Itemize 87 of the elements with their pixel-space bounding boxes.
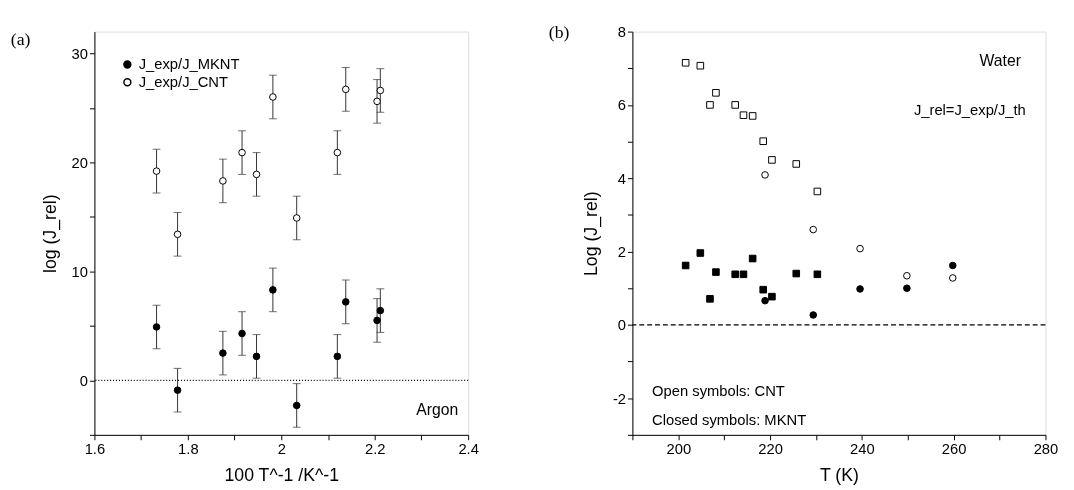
point — [252, 352, 261, 361]
point — [152, 323, 161, 331]
point — [373, 97, 381, 106]
point — [341, 298, 350, 306]
point — [696, 249, 705, 257]
point — [856, 244, 864, 253]
point — [696, 61, 705, 70]
point — [341, 85, 350, 94]
point — [856, 285, 864, 293]
point — [706, 295, 714, 303]
point — [269, 93, 277, 101]
point — [292, 214, 301, 222]
point — [768, 292, 776, 301]
point — [813, 270, 822, 279]
y-tick-label: 0 — [79, 372, 89, 389]
x-axis-title: 100 T^-1 /K^-1 — [224, 464, 340, 485]
y-tick-label: 20 — [71, 154, 89, 171]
point — [809, 311, 818, 319]
x-tick-label: 2.4 — [458, 441, 479, 458]
x-tick-label: 2 — [277, 441, 286, 458]
annotation: Open symbols: CNT — [652, 382, 785, 399]
point — [948, 261, 957, 270]
point — [219, 177, 227, 185]
point — [948, 274, 957, 282]
point — [173, 230, 182, 239]
point — [376, 86, 385, 95]
point — [768, 156, 776, 164]
point — [152, 167, 161, 175]
point — [706, 101, 714, 109]
y-tick-label: 8 — [617, 24, 627, 41]
y-axis-title: log (J_rel) — [39, 194, 61, 274]
x-tick-label: 220 — [758, 441, 783, 458]
y-tick-label: 0 — [617, 317, 627, 334]
y-tick-label: 10 — [71, 263, 89, 280]
point — [238, 329, 246, 338]
point — [731, 270, 739, 279]
point — [333, 148, 342, 157]
point — [373, 316, 381, 325]
point — [269, 286, 277, 294]
point — [792, 269, 801, 278]
annotation: J_rel=J_exp/J_th — [913, 102, 1026, 119]
y-axis-title: Log (J_rel) — [581, 191, 603, 276]
legend-label: J_exp/J_MKNT — [138, 56, 240, 73]
x-tick-label: 200 — [666, 441, 692, 458]
annotation: Closed symbols: MKNT — [652, 412, 807, 429]
point — [219, 349, 227, 357]
point — [809, 225, 818, 234]
point — [739, 270, 748, 279]
point — [739, 111, 748, 119]
point — [712, 89, 720, 97]
point — [813, 187, 822, 196]
y-tick-label: 6 — [617, 97, 627, 114]
y-tick-label: 30 — [71, 45, 89, 62]
y-tick-label: -2 — [612, 390, 627, 407]
point — [292, 401, 301, 410]
point — [681, 58, 690, 67]
x-tick-label: 2.2 — [364, 441, 386, 458]
point — [712, 268, 720, 276]
chart-title: (a) — [10, 29, 31, 50]
x-tick-label: 240 — [850, 441, 875, 458]
x-tick-label: 1.8 — [178, 441, 199, 458]
point — [252, 170, 261, 179]
point — [748, 112, 757, 120]
point — [173, 386, 182, 394]
point — [903, 284, 911, 292]
point — [903, 271, 911, 280]
point — [761, 171, 769, 179]
annotation: Argon — [416, 401, 459, 419]
x-axis-title: T (K) — [819, 464, 859, 485]
point — [681, 261, 690, 270]
point — [759, 285, 767, 294]
point — [238, 148, 246, 157]
point — [376, 306, 385, 315]
point — [333, 352, 342, 361]
point — [731, 101, 739, 109]
x-tick-label: 260 — [941, 441, 967, 458]
point — [761, 296, 769, 305]
chart-title: (b) — [548, 22, 570, 43]
x-tick-label: 280 — [1033, 441, 1059, 458]
point — [792, 160, 801, 168]
point — [759, 137, 767, 146]
y-tick-label: 2 — [617, 243, 627, 260]
annotation: Water — [979, 52, 1021, 70]
y-tick-label: 4 — [617, 170, 627, 187]
x-tick-label: 1.6 — [84, 441, 106, 458]
legend-label: J_exp/J_CNT — [138, 74, 229, 91]
point — [748, 254, 757, 263]
